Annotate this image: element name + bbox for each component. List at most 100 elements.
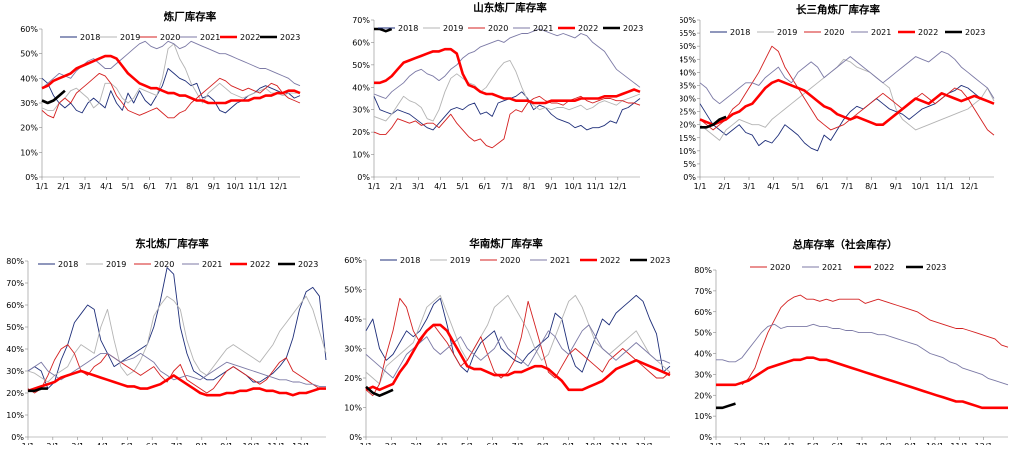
x-tick-label: 5/1	[456, 182, 469, 191]
legend-label-2021: 2021	[202, 260, 222, 269]
y-tick-label: 0%	[683, 173, 696, 182]
x-tick-label: 10/1	[565, 182, 583, 191]
legend-label-2020: 2020	[160, 33, 180, 42]
x-tick-label: 4/1	[434, 182, 447, 191]
series-line-2020	[373, 95, 641, 149]
chart-title: 山东炼厂库存率	[473, 1, 547, 14]
y-tick-label: 50%	[344, 286, 362, 295]
legend-label-2021: 2021	[533, 24, 553, 33]
legend-label-2018: 2018	[58, 260, 78, 269]
y-tick-label: 50%	[352, 61, 370, 70]
series-line-2023	[700, 115, 727, 129]
legend-label-2023: 2023	[623, 24, 643, 33]
legend-label-2018: 2018	[730, 28, 750, 37]
legend-label-2021: 2021	[200, 33, 220, 42]
legend-label-2019: 2019	[120, 33, 140, 42]
y-tick-label: 15%	[680, 134, 696, 143]
y-tick-label: 80%	[694, 266, 712, 275]
y-tick-label: 20%	[680, 121, 696, 130]
series-line-2019	[41, 43, 300, 111]
legend-label-2023: 2023	[280, 33, 300, 42]
legend-label-2019: 2019	[450, 256, 470, 265]
y-tick-label: 60%	[352, 38, 370, 47]
x-tick-label: 6/1	[816, 182, 829, 191]
chart-title: 长三角炼厂库存率	[796, 3, 880, 16]
y-tick-label: 10%	[680, 147, 696, 156]
y-tick-label: 20%	[6, 389, 24, 398]
series-line-2020	[365, 297, 671, 397]
series-line-2019	[365, 294, 671, 385]
x-tick-label: 12/1	[270, 182, 288, 191]
x-tick-label: 10/1	[912, 182, 930, 191]
legend-label-2022: 2022	[250, 260, 270, 269]
y-tick-label: 30%	[680, 95, 696, 104]
x-tick-label: 1/1	[368, 182, 381, 191]
y-tick-label: 40%	[694, 350, 712, 359]
legend-label-2019: 2019	[443, 24, 463, 33]
legend-label-2022: 2022	[918, 28, 938, 37]
legend-label-2021: 2021	[822, 263, 842, 272]
x-tick-label: 6/1	[143, 182, 156, 191]
x-tick-label: 9/1	[545, 182, 558, 191]
y-tick-label: 10%	[6, 411, 24, 420]
series-line-2022	[716, 356, 1008, 410]
y-tick-label: 60%	[694, 308, 712, 317]
y-tick-label: 0%	[349, 433, 362, 442]
y-tick-label: 30%	[344, 345, 362, 354]
y-tick-label: 70%	[352, 16, 370, 25]
series-line-2022	[699, 78, 995, 126]
chart-shandong-inventory: 山东炼厂库存率 0% 10% 20% 30% 40% 50% 60% 70% 1/1 2/1 3/1 4…	[340, 0, 680, 222]
y-tick-label: 30%	[20, 99, 38, 108]
y-tick-label: 40%	[352, 83, 370, 92]
y-tick-label: 60%	[6, 301, 24, 310]
x-tick-label: 4/1	[100, 182, 113, 191]
series-line-2020	[27, 344, 326, 394]
y-tick-label: 20%	[20, 124, 38, 133]
x-tick-label: 7/1	[841, 182, 854, 191]
x-tick-label: 2/1	[390, 182, 403, 191]
x-tick-label: 4/1	[767, 182, 780, 191]
chart-northeast-inventory: 东北炼厂库存率0%10%20%30%40%50%60%70%80%1/12/13…	[0, 222, 340, 449]
series-line-2018	[365, 294, 671, 373]
y-tick-label: 30%	[694, 370, 712, 379]
legend-label-2018: 2018	[400, 256, 420, 265]
series-line-2023	[374, 27, 393, 33]
series-line-2020	[41, 72, 301, 119]
y-tick-label: 50%	[680, 42, 696, 51]
y-tick-label: 0%	[11, 433, 24, 442]
x-tick-label: 11/1	[248, 182, 266, 191]
series-line-2020	[741, 294, 1009, 386]
y-tick-label: 20%	[352, 128, 370, 137]
x-tick-label: 6/1	[478, 182, 491, 191]
y-tick-label: 35%	[680, 81, 696, 90]
y-tick-label: 25%	[680, 108, 696, 117]
series-line-2023	[41, 89, 66, 105]
y-tick-label: 45%	[680, 55, 696, 64]
x-tick-label: 7/1	[501, 182, 514, 191]
chart-total-social-inventory: 总库存率（社会库存）0%10%20%30%40%50%60%70%80%1/12…	[680, 222, 1014, 449]
series-line-2021	[716, 323, 1009, 386]
legend-label-2023: 2023	[650, 256, 670, 265]
legend-label-2019: 2019	[106, 260, 126, 269]
series-line-2021	[27, 352, 326, 387]
legend-label-2021: 2021	[550, 256, 570, 265]
x-tick-label: 1/1	[36, 182, 49, 191]
y-tick-label: 40%	[680, 68, 696, 77]
series-line-2021	[365, 324, 671, 379]
series-line-2022	[374, 47, 641, 105]
series-line-2023	[716, 402, 736, 410]
series-line-2021	[41, 40, 301, 89]
y-tick-label: 10%	[352, 151, 370, 160]
y-tick-label: 50%	[6, 323, 24, 332]
x-tick-label: 8/1	[523, 182, 536, 191]
y-tick-label: 40%	[20, 74, 38, 83]
series-line-2023	[28, 387, 48, 393]
y-tick-label: 20%	[344, 374, 362, 383]
chart-title: 东北炼厂库存率	[135, 237, 209, 250]
y-tick-label: 30%	[6, 367, 24, 376]
x-tick-label: 10/1	[227, 182, 245, 191]
x-tick-label: 9/1	[208, 182, 221, 191]
legend-label-2020: 2020	[154, 260, 174, 269]
y-tick-label: 50%	[694, 329, 712, 338]
y-tick-label: 10%	[344, 404, 362, 413]
